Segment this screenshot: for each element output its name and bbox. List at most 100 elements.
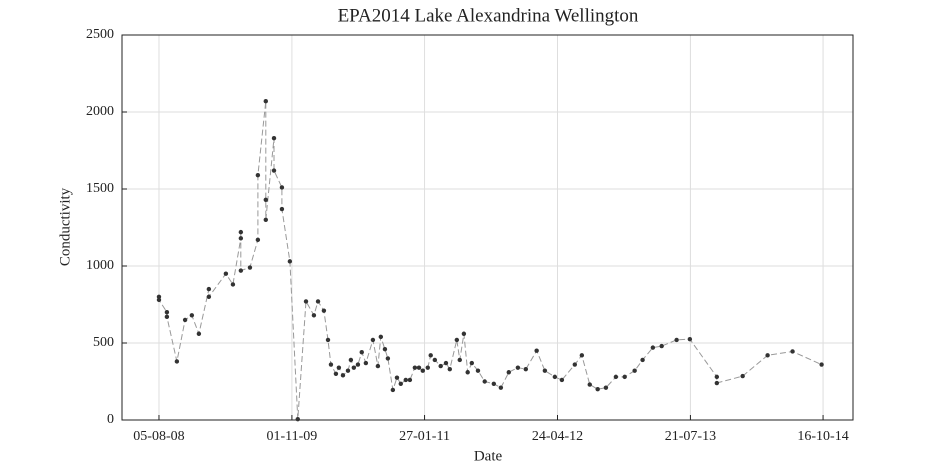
data-point bbox=[295, 417, 300, 422]
data-point bbox=[279, 206, 285, 212]
y-tick-label: 0 bbox=[107, 412, 114, 427]
data-point bbox=[438, 363, 443, 369]
x-tick-label: 27-01-11 bbox=[399, 429, 450, 444]
data-point bbox=[345, 368, 351, 373]
y-tick-label: 1500 bbox=[86, 181, 114, 196]
data-point bbox=[714, 374, 720, 380]
x-tick-label: 24-04-12 bbox=[532, 429, 583, 444]
y-tick-label: 2500 bbox=[86, 27, 114, 42]
data-point bbox=[311, 313, 317, 318]
data-point bbox=[515, 365, 521, 370]
data-point bbox=[650, 345, 656, 350]
data-point bbox=[425, 365, 430, 370]
data-point bbox=[465, 370, 470, 375]
data-point bbox=[403, 377, 408, 383]
data-point bbox=[407, 377, 413, 383]
data-point bbox=[613, 374, 619, 380]
data-point bbox=[164, 314, 170, 320]
data-point bbox=[632, 368, 637, 373]
data-point bbox=[595, 387, 600, 392]
x-tick-label: 21-07-13 bbox=[665, 429, 716, 444]
data-point bbox=[363, 360, 369, 366]
data-point bbox=[443, 360, 449, 366]
x-tick-label: 05-08-08 bbox=[133, 429, 184, 444]
data-point bbox=[447, 366, 452, 372]
data-point bbox=[315, 299, 321, 304]
data-point bbox=[255, 237, 261, 243]
data-point bbox=[271, 168, 277, 173]
data-point bbox=[382, 346, 388, 352]
data-point bbox=[238, 236, 244, 241]
data-point bbox=[378, 334, 384, 340]
data-point bbox=[279, 185, 285, 190]
data-point bbox=[174, 359, 180, 364]
data-point bbox=[412, 365, 418, 370]
data-point bbox=[416, 365, 422, 370]
data-point bbox=[321, 308, 327, 313]
data-point bbox=[534, 348, 539, 353]
data-point bbox=[238, 229, 244, 235]
plot-frame bbox=[121, 34, 854, 421]
data-point bbox=[206, 286, 212, 292]
data-point bbox=[587, 382, 592, 387]
y-tick-label: 1000 bbox=[86, 258, 114, 273]
data-point bbox=[420, 368, 425, 373]
data-point bbox=[398, 381, 403, 387]
y-tick-label: 2000 bbox=[86, 104, 114, 119]
data-point bbox=[523, 366, 528, 372]
data-point bbox=[819, 362, 824, 367]
data-point bbox=[469, 360, 475, 366]
data-point bbox=[156, 294, 162, 299]
y-axis-label: Conductivity bbox=[57, 187, 73, 266]
data-point bbox=[461, 331, 467, 336]
data-point bbox=[333, 371, 339, 376]
data-point bbox=[325, 337, 331, 343]
data-point bbox=[340, 373, 346, 378]
data-point bbox=[385, 356, 391, 361]
data-point bbox=[182, 317, 188, 323]
data-point bbox=[457, 357, 462, 363]
data-point bbox=[482, 379, 487, 384]
data-point bbox=[790, 349, 795, 354]
data-point bbox=[238, 268, 244, 273]
data-point bbox=[336, 365, 342, 370]
data-point bbox=[432, 357, 438, 363]
data-point bbox=[390, 387, 396, 393]
data-point bbox=[428, 353, 433, 358]
data-point bbox=[263, 197, 268, 202]
data-point bbox=[542, 368, 548, 373]
data-point bbox=[674, 337, 679, 343]
data-point bbox=[622, 374, 627, 380]
data-point bbox=[189, 313, 195, 318]
data-point bbox=[247, 265, 253, 270]
data-point bbox=[328, 362, 334, 367]
data-point bbox=[579, 353, 585, 358]
chart-title: EPA2014 Lake Alexandrina Wellington bbox=[338, 5, 639, 26]
data-point bbox=[271, 135, 277, 141]
data-point bbox=[714, 380, 720, 386]
data-line bbox=[158, 101, 822, 420]
x-axis-label: Date bbox=[474, 448, 503, 464]
data-point bbox=[348, 357, 354, 363]
data-point bbox=[263, 217, 268, 222]
data-point bbox=[640, 357, 645, 363]
data-point bbox=[659, 343, 664, 349]
data-point bbox=[375, 363, 381, 369]
data-point bbox=[287, 259, 293, 264]
data-point bbox=[572, 362, 578, 367]
data-point bbox=[454, 337, 460, 343]
data-point bbox=[255, 172, 261, 178]
x-tick-label: 16-10-14 bbox=[797, 429, 848, 444]
y-tick-label: 500 bbox=[93, 335, 114, 350]
data-point bbox=[765, 353, 770, 358]
data-point bbox=[206, 294, 212, 299]
data-point bbox=[394, 375, 400, 380]
data-point bbox=[156, 297, 162, 303]
data-point bbox=[230, 282, 236, 287]
data-point bbox=[740, 373, 745, 379]
data-point bbox=[351, 365, 357, 370]
x-tick-label: 01-11-09 bbox=[267, 429, 318, 444]
data-point bbox=[475, 368, 481, 373]
